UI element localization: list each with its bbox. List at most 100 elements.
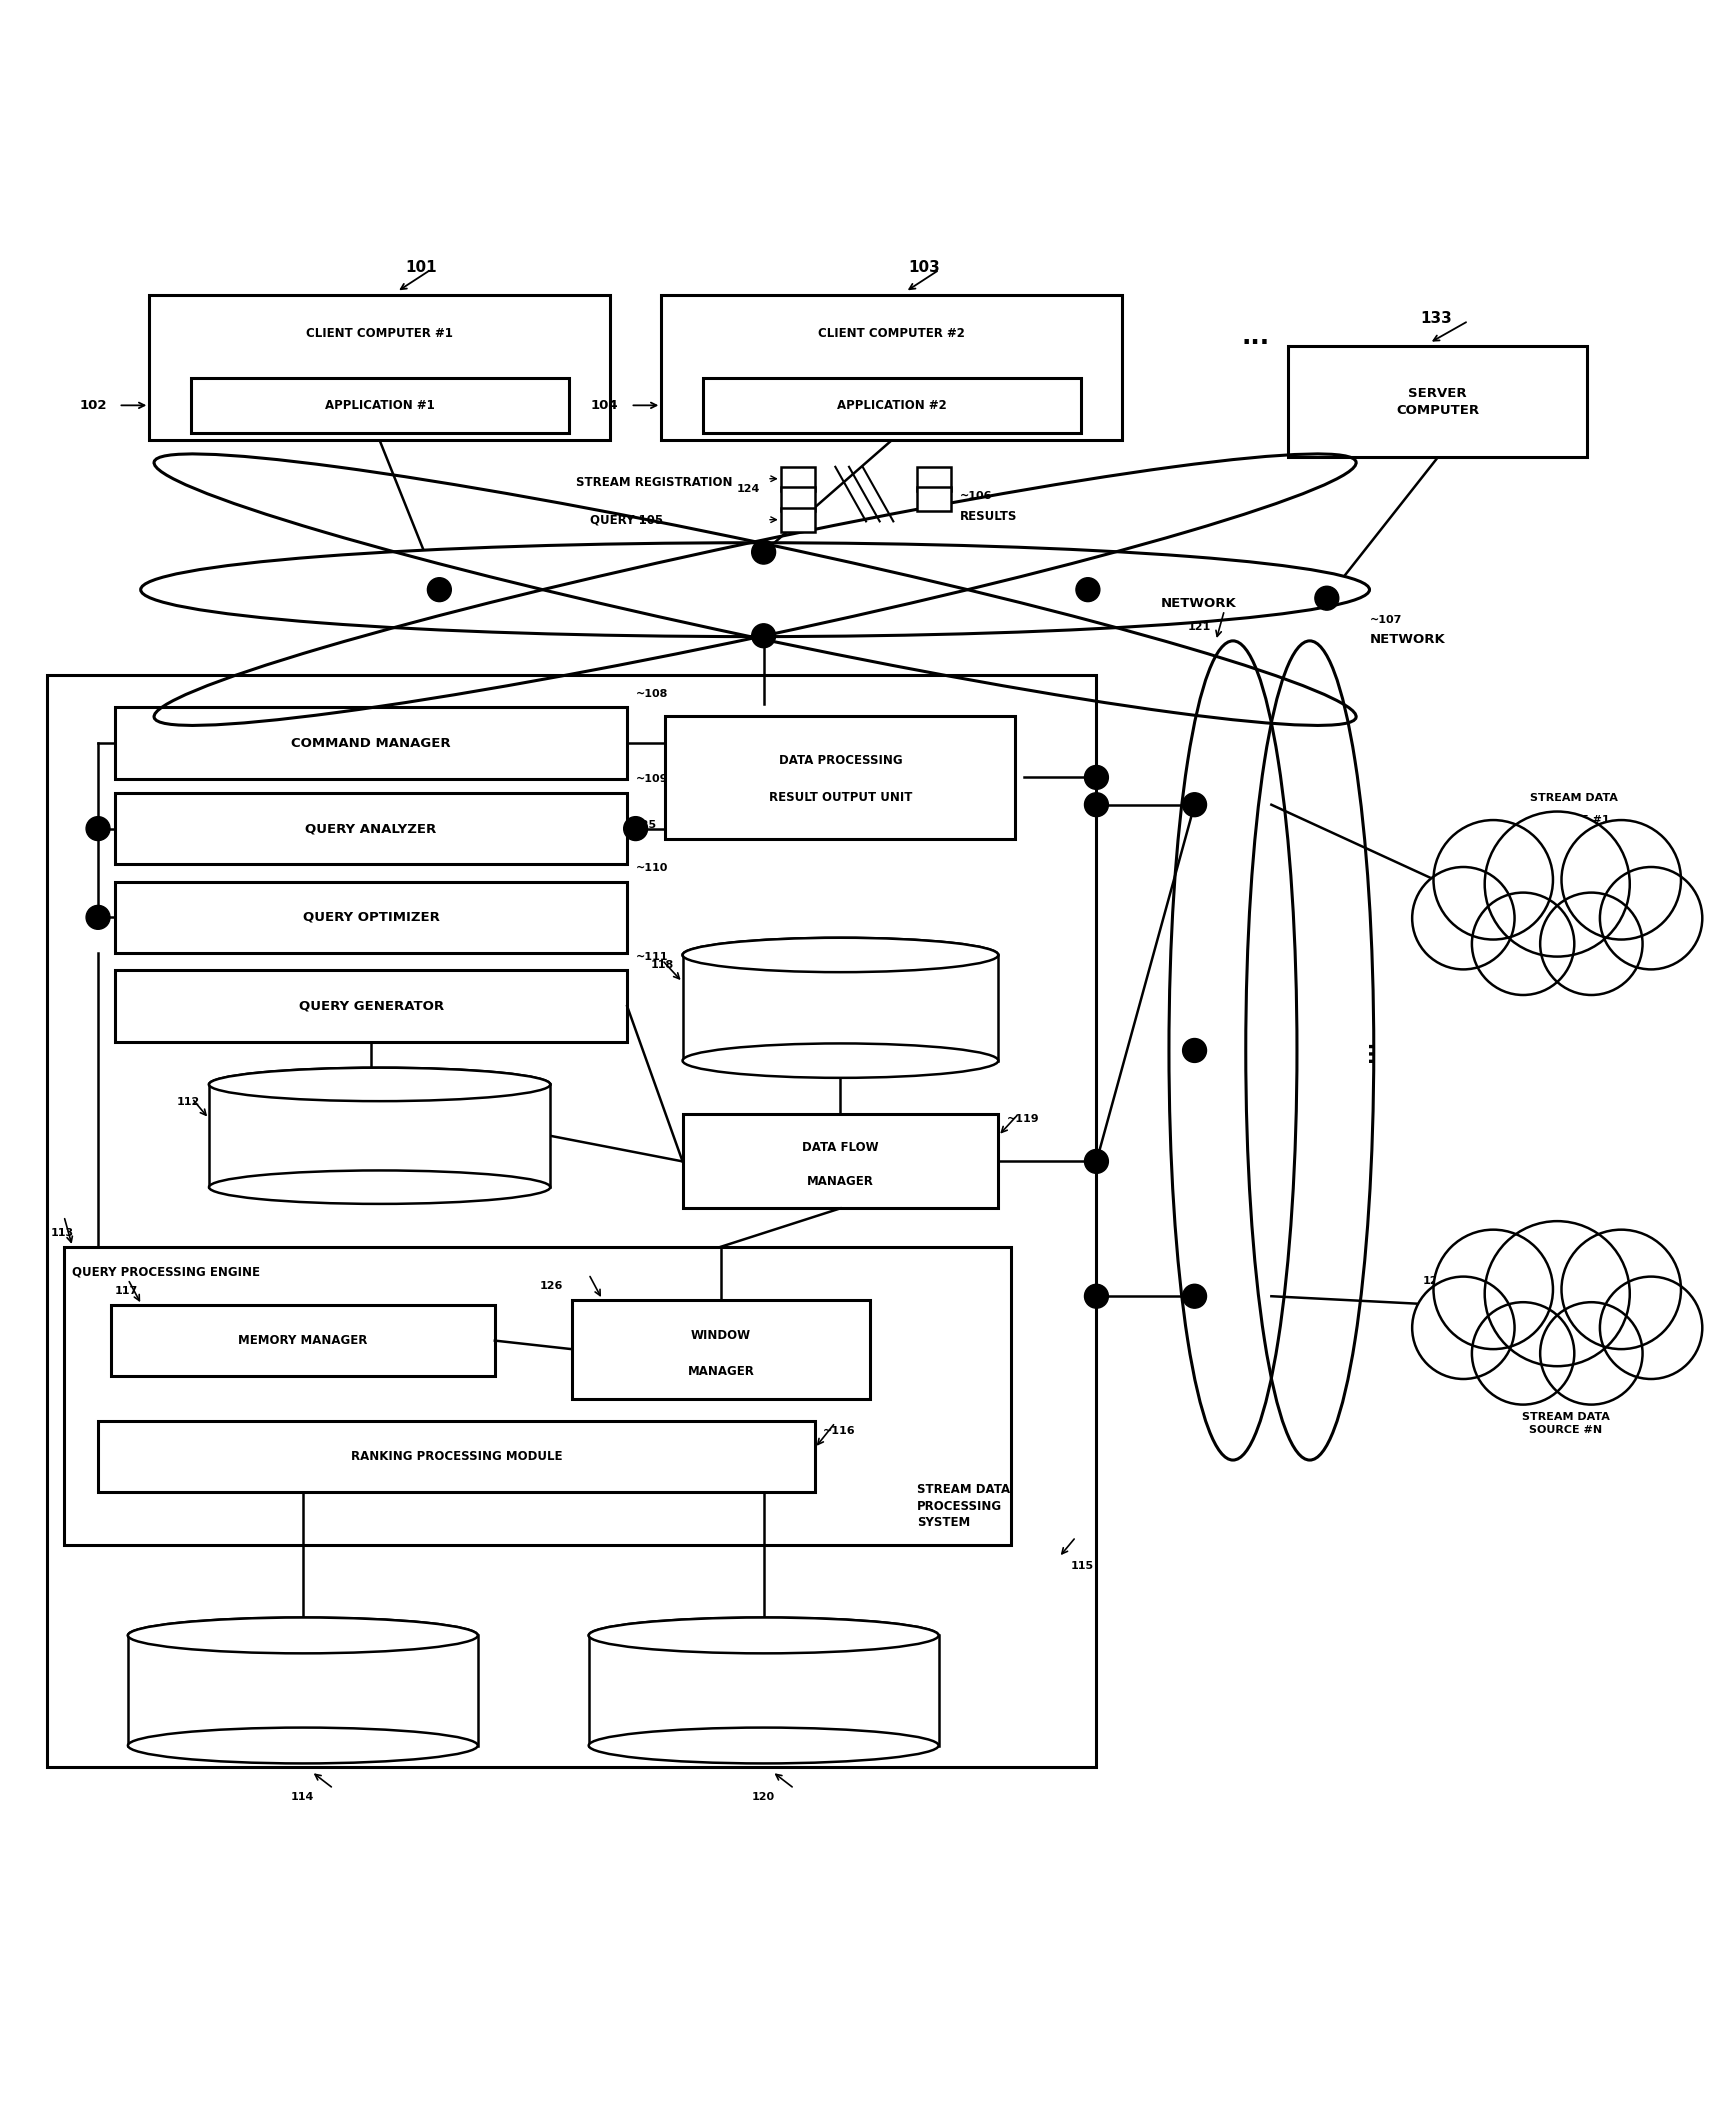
Text: 120: 120 <box>752 1792 775 1802</box>
Text: ~108: ~108 <box>636 688 668 699</box>
Text: APPLICATION #2: APPLICATION #2 <box>836 398 946 411</box>
Text: SOURCE #1: SOURCE #1 <box>1537 815 1609 826</box>
Circle shape <box>1315 587 1339 610</box>
Text: QUERY GENERATOR: QUERY GENERATOR <box>298 1000 444 1012</box>
Circle shape <box>1183 792 1207 818</box>
Text: 115: 115 <box>1070 1561 1094 1572</box>
Text: STREAM DATA
SOURCE #N: STREAM DATA SOURCE #N <box>1520 1413 1609 1434</box>
Text: QUERY
REPOSITORY: QUERY REPOSITORY <box>338 1120 422 1150</box>
Text: 104: 104 <box>591 398 619 411</box>
Text: QUERY OPTIMIZER: QUERY OPTIMIZER <box>302 911 439 923</box>
Text: ~107: ~107 <box>1369 616 1400 625</box>
Circle shape <box>1083 792 1107 818</box>
Ellipse shape <box>209 1067 550 1101</box>
Text: RANKING PROCESSING MODULE: RANKING PROCESSING MODULE <box>350 1451 562 1464</box>
Text: ~106: ~106 <box>960 491 992 500</box>
Text: 121: 121 <box>1186 623 1210 633</box>
Ellipse shape <box>588 1728 938 1764</box>
Circle shape <box>86 904 110 930</box>
Ellipse shape <box>141 542 1369 638</box>
Text: ~110: ~110 <box>636 862 668 873</box>
Text: 113: 113 <box>50 1228 74 1239</box>
FancyBboxPatch shape <box>780 466 814 491</box>
Text: NETWORK: NETWORK <box>1160 597 1236 610</box>
Text: 102: 102 <box>79 398 106 411</box>
Text: STREAM REGISTRATION: STREAM REGISTRATION <box>576 477 732 489</box>
Circle shape <box>427 578 451 602</box>
FancyBboxPatch shape <box>665 716 1015 839</box>
Ellipse shape <box>682 938 998 972</box>
FancyBboxPatch shape <box>115 707 627 779</box>
FancyBboxPatch shape <box>129 1635 478 1745</box>
Text: CLIENT COMPUTER #2: CLIENT COMPUTER #2 <box>818 326 965 341</box>
Circle shape <box>1183 1284 1207 1309</box>
Circle shape <box>1484 1222 1628 1366</box>
Text: ARCHIVE STORE: ARCHIVE STORE <box>710 1684 816 1697</box>
Text: DATA PROCESSING: DATA PROCESSING <box>778 754 902 767</box>
Text: 126: 126 <box>540 1281 562 1292</box>
FancyBboxPatch shape <box>46 676 1095 1766</box>
Text: RESULTS: RESULTS <box>960 510 1016 523</box>
FancyBboxPatch shape <box>190 377 569 432</box>
Text: COMMAND MANAGER: COMMAND MANAGER <box>291 737 451 750</box>
Text: RELATIONAL
STORE: RELATIONAL STORE <box>262 1675 343 1705</box>
Text: MANAGER: MANAGER <box>687 1364 754 1379</box>
Circle shape <box>1083 1284 1107 1309</box>
Text: RESULT OUTPUT UNIT: RESULT OUTPUT UNIT <box>768 792 912 805</box>
Ellipse shape <box>588 1618 938 1654</box>
Text: ~109: ~109 <box>636 775 668 784</box>
Circle shape <box>751 540 775 563</box>
Ellipse shape <box>209 1067 550 1101</box>
Circle shape <box>624 818 648 841</box>
Text: QUERY PROCESSING ENGINE: QUERY PROCESSING ENGINE <box>72 1267 261 1279</box>
Circle shape <box>1433 820 1553 940</box>
Ellipse shape <box>682 938 998 972</box>
Text: 124: 124 <box>737 485 759 493</box>
Text: ...: ... <box>1356 1040 1375 1061</box>
FancyBboxPatch shape <box>63 1248 1011 1546</box>
Text: 122: 122 <box>1561 837 1585 845</box>
Text: NETWORK: NETWORK <box>1369 633 1445 646</box>
Text: 133: 133 <box>1419 311 1452 326</box>
Circle shape <box>1433 1231 1553 1349</box>
Ellipse shape <box>1169 642 1296 1459</box>
Text: 103: 103 <box>908 261 939 275</box>
Text: ~116: ~116 <box>823 1425 855 1436</box>
Text: ~119: ~119 <box>1006 1114 1039 1125</box>
Text: MANAGER: MANAGER <box>807 1175 874 1188</box>
Circle shape <box>1599 866 1702 970</box>
Circle shape <box>1411 866 1513 970</box>
Text: WINDOW: WINDOW <box>691 1328 751 1343</box>
Text: ...: ... <box>1241 324 1268 349</box>
Circle shape <box>1560 1231 1680 1349</box>
FancyBboxPatch shape <box>780 487 814 510</box>
Text: 118: 118 <box>650 959 674 970</box>
Circle shape <box>1075 578 1099 602</box>
Circle shape <box>1539 892 1642 995</box>
Circle shape <box>751 625 775 648</box>
Circle shape <box>1484 811 1628 957</box>
Text: 101: 101 <box>405 261 437 275</box>
Text: MEMORY MANAGER: MEMORY MANAGER <box>238 1334 367 1347</box>
FancyBboxPatch shape <box>703 377 1080 432</box>
Text: 112: 112 <box>177 1097 201 1108</box>
Text: QUERY 105: QUERY 105 <box>590 513 662 525</box>
FancyBboxPatch shape <box>662 294 1121 441</box>
FancyBboxPatch shape <box>917 466 951 491</box>
Circle shape <box>1183 1038 1207 1063</box>
Circle shape <box>1539 1303 1642 1404</box>
Text: 117: 117 <box>115 1286 137 1296</box>
Text: SYSTEM
DICTIONARY: SYSTEM DICTIONARY <box>799 993 881 1023</box>
Ellipse shape <box>129 1618 478 1654</box>
Ellipse shape <box>682 1044 998 1078</box>
FancyBboxPatch shape <box>98 1421 814 1493</box>
FancyBboxPatch shape <box>588 1635 938 1745</box>
Text: STREAM DATA: STREAM DATA <box>1529 792 1618 803</box>
Circle shape <box>1471 1303 1573 1404</box>
Circle shape <box>1411 1277 1513 1379</box>
Circle shape <box>1599 1277 1702 1379</box>
Text: SERVER
COMPUTER: SERVER COMPUTER <box>1395 388 1479 417</box>
Text: 125: 125 <box>634 820 656 830</box>
FancyBboxPatch shape <box>571 1300 869 1398</box>
FancyBboxPatch shape <box>111 1305 495 1377</box>
